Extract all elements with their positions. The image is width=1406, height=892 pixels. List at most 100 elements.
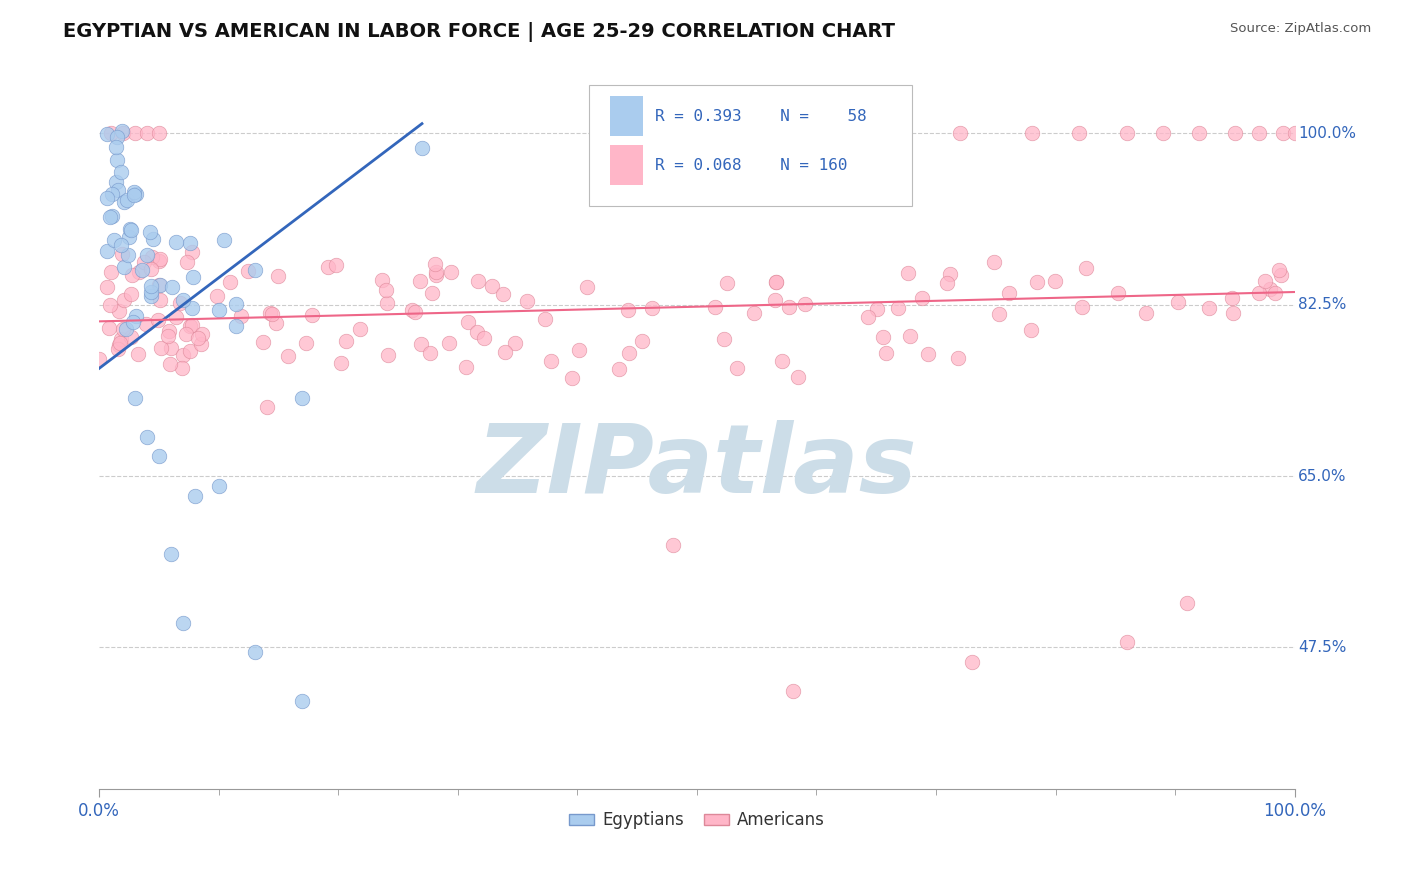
Point — [1270, 268, 1292, 282]
Point — [172, 615, 194, 630]
Point — [149, 278, 172, 293]
Point — [160, 280, 183, 294]
Point — [180, 245, 202, 260]
Point — [404, 305, 426, 319]
Point — [770, 354, 793, 368]
Point — [1167, 295, 1189, 310]
Point — [763, 293, 786, 307]
Point — [1220, 291, 1243, 305]
Point — [96, 244, 118, 258]
Point — [662, 537, 685, 551]
Point — [1076, 260, 1098, 275]
Point — [172, 348, 194, 362]
Point — [887, 301, 910, 316]
Point — [112, 194, 135, 209]
Point — [260, 307, 283, 321]
Bar — [610, 145, 643, 186]
Point — [120, 221, 142, 235]
Point — [243, 263, 266, 277]
Point — [149, 293, 172, 307]
Point — [212, 233, 235, 247]
Point — [104, 140, 127, 154]
Point — [983, 254, 1005, 268]
Point — [917, 347, 939, 361]
Point — [174, 327, 197, 342]
Point — [148, 313, 170, 327]
Point — [617, 303, 640, 318]
Point — [124, 309, 146, 323]
Point — [165, 235, 187, 249]
Point — [148, 450, 170, 464]
Point — [108, 304, 131, 318]
Point — [149, 341, 172, 355]
Point — [793, 296, 815, 310]
Point — [1223, 127, 1246, 141]
Point — [420, 285, 443, 300]
Text: EGYPTIAN VS AMERICAN IN LABOR FORCE | AGE 25-29 CORRELATION CHART: EGYPTIAN VS AMERICAN IN LABOR FORCE | AG… — [63, 22, 896, 42]
Point — [409, 274, 432, 288]
Point — [264, 317, 287, 331]
Text: Source: ZipAtlas.com: Source: ZipAtlas.com — [1230, 22, 1371, 36]
Point — [330, 356, 353, 370]
Point — [467, 274, 489, 288]
Point — [225, 319, 247, 334]
Point — [117, 248, 139, 262]
Point — [135, 248, 157, 262]
Bar — [610, 95, 643, 136]
Point — [988, 307, 1011, 321]
Point — [516, 294, 538, 309]
Text: 82.5%: 82.5% — [1298, 297, 1347, 312]
Point — [1152, 127, 1174, 141]
Point — [141, 262, 163, 277]
Point — [440, 265, 463, 279]
Point — [997, 285, 1019, 300]
Point — [112, 127, 135, 141]
Point — [349, 322, 371, 336]
Point — [124, 391, 146, 405]
Point — [120, 287, 142, 301]
Point — [1026, 276, 1049, 290]
Point — [641, 301, 664, 315]
Point — [103, 234, 125, 248]
Point — [107, 342, 129, 356]
Point — [872, 330, 894, 344]
Point — [1284, 127, 1306, 141]
Point — [98, 321, 121, 335]
Point — [159, 357, 181, 371]
Point — [371, 273, 394, 287]
Point — [295, 335, 318, 350]
Text: 47.5%: 47.5% — [1298, 640, 1347, 655]
Point — [540, 353, 562, 368]
Point — [276, 350, 298, 364]
Point — [127, 347, 149, 361]
Point — [98, 210, 121, 224]
Point — [111, 247, 134, 261]
Point — [419, 345, 441, 359]
Point — [411, 141, 433, 155]
Point — [100, 127, 122, 141]
Point — [266, 268, 288, 283]
Point — [1116, 127, 1139, 141]
Point — [165, 310, 187, 324]
Point — [131, 263, 153, 277]
Point — [607, 362, 630, 376]
Point — [875, 346, 897, 360]
Point — [866, 301, 889, 316]
Point — [187, 331, 209, 345]
Point — [136, 430, 159, 444]
Point — [139, 225, 162, 239]
Point — [765, 275, 787, 289]
Point — [225, 297, 247, 311]
Point — [111, 124, 134, 138]
Point — [229, 309, 252, 323]
Point — [176, 255, 198, 269]
Point — [139, 285, 162, 299]
Point — [148, 253, 170, 268]
Point — [100, 265, 122, 279]
Point — [205, 289, 228, 303]
Point — [1045, 274, 1067, 288]
Point — [122, 188, 145, 202]
Text: ZIPatlas: ZIPatlas — [477, 420, 917, 513]
Point — [1198, 301, 1220, 316]
Point — [375, 283, 398, 297]
